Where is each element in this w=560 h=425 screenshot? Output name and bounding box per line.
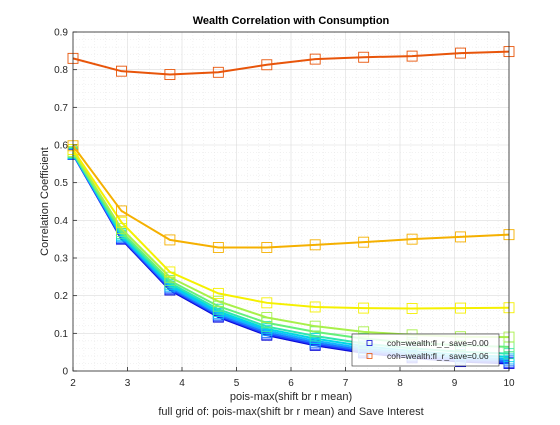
data-point-marker bbox=[358, 302, 370, 314]
chart-title: Wealth Correlation with Consumption bbox=[193, 15, 390, 27]
data-point-marker bbox=[212, 295, 224, 307]
data-point-marker bbox=[358, 51, 370, 63]
data-point-marker bbox=[309, 53, 321, 65]
y-tick-label: 0 bbox=[62, 367, 68, 378]
data-point-marker bbox=[309, 320, 321, 332]
legend-marker bbox=[366, 353, 373, 359]
data-point-marker bbox=[309, 301, 321, 313]
figure-caption: full grid of: pois-max(shift br r mean) … bbox=[158, 406, 423, 418]
data-point-marker bbox=[261, 297, 273, 309]
data-point-marker bbox=[261, 312, 273, 323]
data-point-marker bbox=[455, 302, 466, 314]
data-point-marker bbox=[406, 303, 418, 314]
x-tick-label: 7 bbox=[343, 378, 349, 389]
x-tick-label: 8 bbox=[397, 378, 403, 389]
legend-marker bbox=[366, 340, 373, 346]
y-tick-label: 0.2 bbox=[54, 291, 68, 302]
x-axis-label: pois-max(shift br r mean) bbox=[230, 391, 352, 403]
series-line bbox=[72, 148, 510, 310]
data-point-marker bbox=[116, 216, 127, 228]
y-tick-label: 0.6 bbox=[54, 141, 68, 152]
legend-box bbox=[351, 333, 500, 367]
x-tick-label: 3 bbox=[125, 378, 131, 389]
y-tick-label: 0.7 bbox=[54, 103, 68, 114]
series-line bbox=[72, 50, 510, 76]
series-line bbox=[72, 145, 510, 249]
data-point-marker bbox=[164, 266, 176, 278]
x-tick-label: 4 bbox=[179, 378, 185, 389]
data-point-marker bbox=[116, 205, 127, 217]
y-tick-label: 0.9 bbox=[54, 28, 68, 39]
y-tick-label: 0.4 bbox=[54, 216, 68, 227]
legend: coh=wealth:fl_r_save=0.00 coh=wealth:fl_r… bbox=[351, 333, 500, 367]
data-point-marker bbox=[164, 234, 176, 246]
tick-layer: 2 3 4 5 6 7 8 9 10 0 0.1 0.2 0.3 0.4 0.5 0.6 0.7 0.8 0.9 bbox=[54, 28, 515, 390]
data-point-marker bbox=[406, 50, 418, 62]
y-tick-label: 0.1 bbox=[54, 329, 68, 340]
data-point-marker bbox=[261, 242, 273, 253]
data-point-marker bbox=[212, 66, 224, 78]
data-point-marker bbox=[164, 69, 176, 81]
series-11 bbox=[67, 46, 515, 81]
data-point-marker bbox=[261, 59, 273, 71]
series-10 bbox=[67, 140, 515, 253]
data-point-marker bbox=[455, 47, 466, 59]
x-tick-label: 2 bbox=[70, 378, 76, 389]
x-tick-label: 6 bbox=[288, 378, 294, 389]
data-point-marker bbox=[116, 65, 127, 77]
legend-entry-label: coh=wealth:fl_r_save=0.00 bbox=[387, 338, 489, 348]
grid-layer bbox=[72, 31, 510, 372]
y-tick-label: 0.5 bbox=[54, 178, 68, 189]
data-point-marker bbox=[406, 233, 418, 245]
data-point-marker bbox=[358, 236, 370, 248]
data-point-marker bbox=[309, 239, 321, 251]
y-axis-label: Correlation Coefficient bbox=[39, 147, 51, 256]
y-tick-label: 0.8 bbox=[54, 65, 68, 76]
data-point-marker bbox=[455, 231, 466, 243]
x-tick-label: 10 bbox=[503, 378, 515, 389]
x-tick-label: 5 bbox=[234, 378, 240, 389]
y-tick-label: 0.3 bbox=[54, 254, 68, 265]
data-point-marker bbox=[212, 242, 224, 253]
x-tick-label: 9 bbox=[452, 378, 458, 389]
data-point-marker bbox=[212, 287, 224, 299]
legend-entry-label: coh=wealth:fl_r_save=0.06 bbox=[387, 351, 489, 361]
